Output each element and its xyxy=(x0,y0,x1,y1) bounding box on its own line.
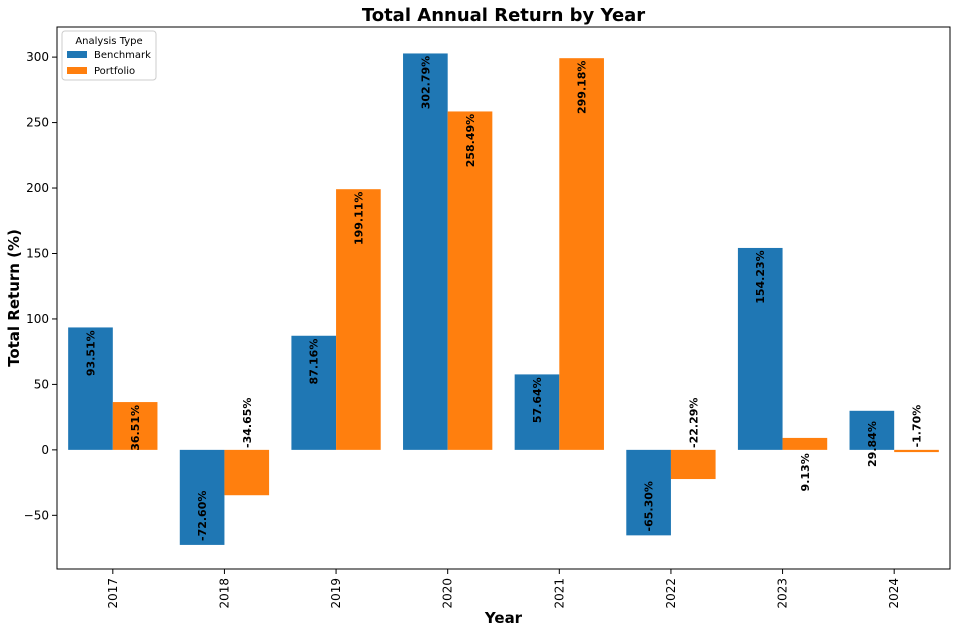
y-tick-label: 250 xyxy=(26,116,49,130)
legend-label-benchmark: Benchmark xyxy=(94,50,151,61)
bar-label-benchmark-2022: -65.30% xyxy=(643,481,656,531)
plot-frame xyxy=(56,26,951,570)
chart-title: Total Annual Return by Year xyxy=(362,5,645,26)
bar-benchmark-2022 xyxy=(626,449,671,536)
bar-benchmark-2020 xyxy=(403,53,448,450)
bar-benchmark-2017 xyxy=(68,327,113,450)
plot-area: 93.51% -72.60% 87.16% 302.79% 57.64% -65.30% 1… xyxy=(24,26,951,609)
bar-label-benchmark-2024: 29.84% xyxy=(866,421,879,467)
bar-portfolio-2024 xyxy=(894,449,939,453)
y-axis-label: Total Return (%) xyxy=(5,229,23,367)
bar-portfolio-2022 xyxy=(670,449,716,480)
bar-benchmark-2021 xyxy=(514,374,560,450)
x-tick-label: 2024 xyxy=(887,578,901,609)
x-tick-label: 2021 xyxy=(552,578,566,609)
y-tick-label: 300 xyxy=(26,50,49,64)
bar-portfolio-2021 xyxy=(559,58,604,450)
y-tick-label: 150 xyxy=(26,246,49,260)
legend-swatch-portfolio xyxy=(67,67,87,74)
legend-title: Analysis Type xyxy=(75,36,142,47)
bar-benchmark-2024 xyxy=(849,410,895,450)
bar-benchmark-2019 xyxy=(291,335,337,450)
x-tick-label: 2020 xyxy=(441,578,455,609)
y-tick-label: 200 xyxy=(26,181,49,195)
bar-label-portfolio-2020: 258.49% xyxy=(464,114,477,167)
bar-label-portfolio-2018: -34.65% xyxy=(241,398,254,448)
bar-label-benchmark-2018: -72.60% xyxy=(196,491,209,541)
x-tick-label: 2018 xyxy=(217,578,231,609)
x-axis-label: Year xyxy=(484,609,523,627)
y-tick-label: 0 xyxy=(41,443,49,457)
y-tick-label: −50 xyxy=(24,508,49,522)
bar-benchmark-2023 xyxy=(737,247,783,450)
legend-swatch-benchmark xyxy=(67,51,87,58)
bar-label-benchmark-2020: 302.79% xyxy=(419,56,432,109)
x-tick-label: 2017 xyxy=(106,578,120,609)
bar-benchmark-2018 xyxy=(179,449,225,545)
bar-portfolio-2017 xyxy=(112,402,158,450)
bar-label-benchmark-2023: 154.23% xyxy=(754,250,767,303)
bar-portfolio-2023 xyxy=(782,437,828,450)
legend: Analysis Type Benchmark Portfolio xyxy=(61,30,157,81)
x-tick-label: 2022 xyxy=(664,578,678,609)
y-tick-label: 50 xyxy=(34,377,49,391)
y-tick-label: 100 xyxy=(26,312,49,326)
bar-portfolio-2020 xyxy=(447,111,493,450)
bar-portfolio-2018 xyxy=(224,449,270,496)
bar-portfolio-2019 xyxy=(336,189,381,450)
bar-label-portfolio-2017: 36.51% xyxy=(129,405,142,451)
bar-label-portfolio-2022: -22.29% xyxy=(687,398,700,448)
bar-label-benchmark-2021: 57.64% xyxy=(531,377,544,423)
bar-label-portfolio-2019: 199.11% xyxy=(352,192,365,245)
bar-label-benchmark-2017: 93.51% xyxy=(84,330,97,376)
bar-label-benchmark-2019: 87.16% xyxy=(308,339,321,385)
x-tick-label: 2023 xyxy=(776,578,790,609)
bar-label-portfolio-2023: 9.13% xyxy=(799,453,812,491)
bar-label-portfolio-2024: -1.70% xyxy=(911,405,924,448)
bar-label-portfolio-2021: 299.18% xyxy=(576,61,589,114)
x-tick-label: 2019 xyxy=(329,578,343,609)
legend-label-portfolio: Portfolio xyxy=(94,66,135,77)
